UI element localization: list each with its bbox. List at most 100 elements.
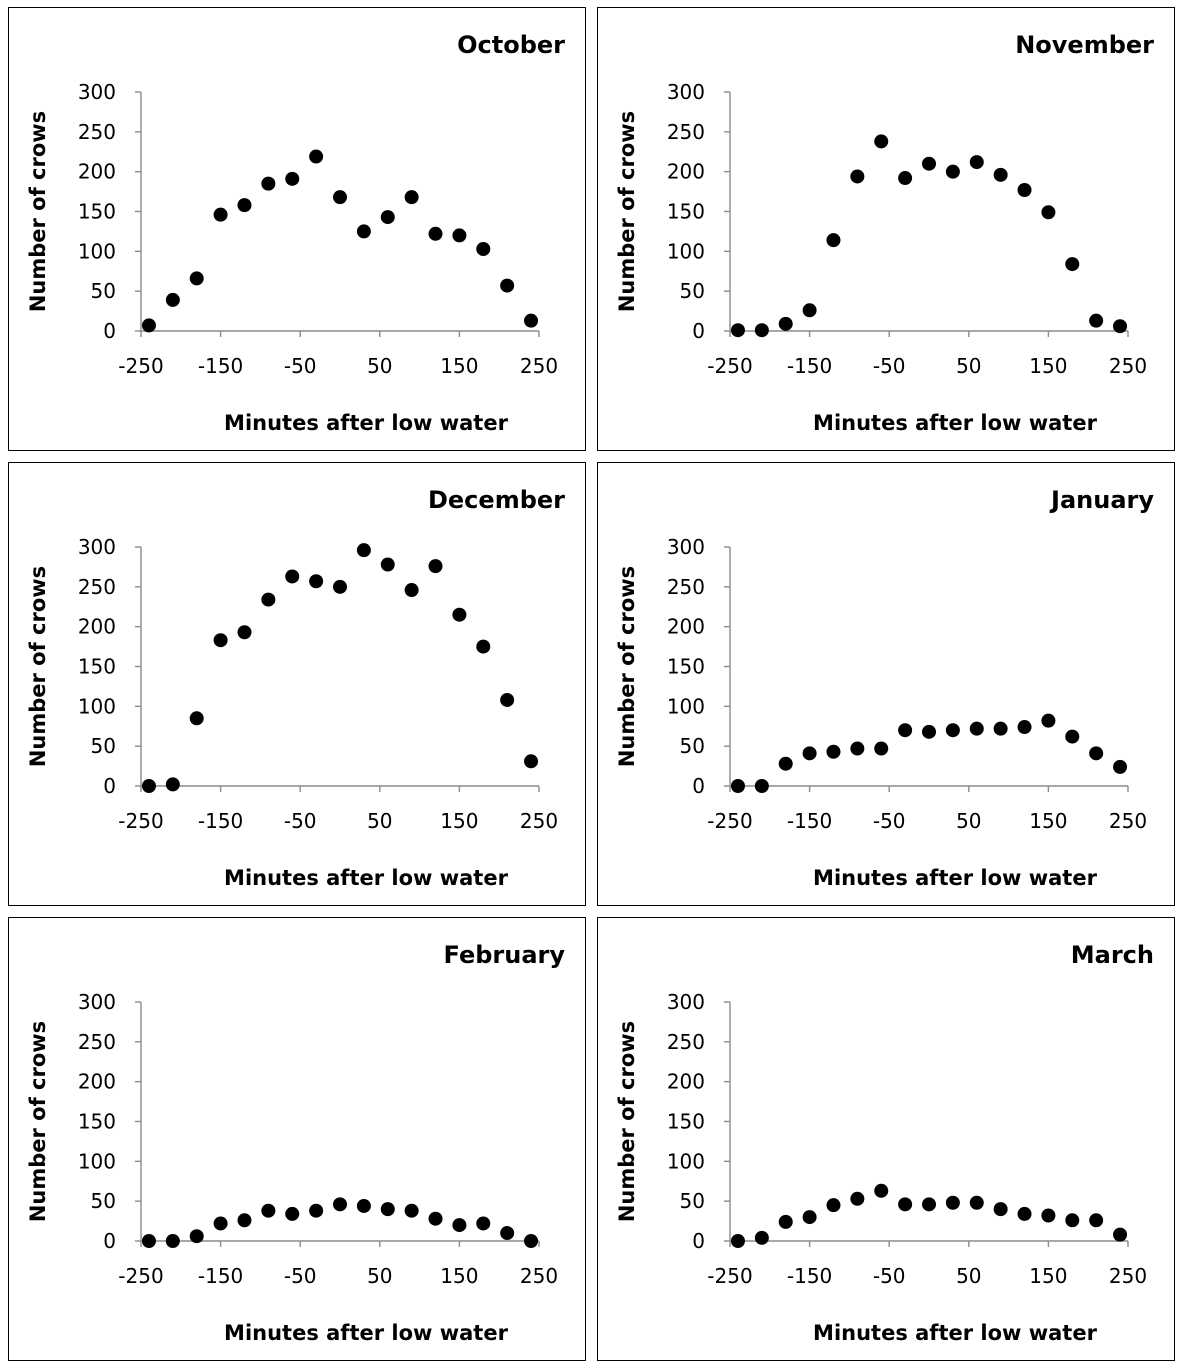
x-tick-label: 150: [1029, 809, 1067, 833]
y-tick-label: 250: [78, 120, 116, 144]
y-tick-label: 200: [78, 615, 116, 639]
chart-panel-march: March 0 50 100 150 200 250 300 -250 -150 -50 50 150 2…: [597, 917, 1175, 1361]
data-point: [476, 1216, 491, 1231]
data-point: [141, 318, 156, 333]
data-point: [778, 756, 793, 771]
x-tick-label: -50: [284, 354, 317, 378]
x-tick-label: 150: [1029, 354, 1067, 378]
x-tick-label: -250: [707, 354, 752, 378]
data-point: [380, 557, 395, 572]
data-point: [1065, 1213, 1080, 1228]
chart-panel-october: October 0 50 100 150 200 250 300 -250 -150 -50 50 15…: [8, 7, 586, 451]
data-point: [213, 1216, 228, 1231]
x-axis-label: Minutes after low water: [224, 411, 509, 435]
y-tick-label: 150: [78, 1110, 116, 1134]
data-point: [428, 1211, 443, 1226]
y-axis-label: Number of crows: [26, 566, 50, 767]
y-tick-label: 100: [78, 239, 116, 263]
data-point: [945, 164, 960, 179]
y-tick-label: 100: [667, 239, 705, 263]
y-axis-label: Number of crows: [26, 111, 50, 312]
data-point: [285, 569, 300, 584]
chart-title: March: [1071, 941, 1154, 969]
data-point: [476, 241, 491, 256]
chart-title: December: [428, 486, 565, 514]
data-point: [850, 1191, 865, 1206]
data-point: [1089, 746, 1104, 761]
y-tick-label: 50: [680, 279, 705, 303]
data-point: [898, 723, 913, 738]
y-tick-label: 300: [667, 80, 705, 104]
data-point: [213, 207, 228, 222]
x-tick-label: -250: [707, 1264, 752, 1288]
data-point: [309, 149, 324, 164]
data-point: [500, 1226, 515, 1241]
x-tick-label: 150: [440, 354, 478, 378]
data-point: [285, 171, 300, 186]
x-axis-label: Minutes after low water: [224, 1321, 509, 1345]
data-point: [826, 233, 841, 248]
data-point: [969, 721, 984, 736]
y-tick-label: 50: [91, 734, 116, 758]
data-point: [141, 1234, 156, 1248]
data-point: [1041, 205, 1056, 220]
x-tick-label: 50: [367, 1264, 392, 1288]
x-tick-label: 250: [1109, 809, 1147, 833]
data-point: [285, 1206, 300, 1221]
data-point: [778, 1214, 793, 1229]
y-tick-label: 200: [667, 1070, 705, 1094]
x-tick-label: -250: [118, 354, 163, 378]
x-tick-label: -150: [787, 354, 832, 378]
y-tick-label: 100: [78, 694, 116, 718]
scatter-plot: February 0 50 100 150 200 250 300 -250 -150 -50 50 1…: [26, 941, 566, 1345]
data-point: [993, 1202, 1008, 1217]
data-point: [141, 779, 156, 793]
data-point: [850, 741, 865, 756]
data-point: [380, 1202, 395, 1217]
data-point: [802, 1210, 817, 1225]
data-point: [874, 134, 889, 149]
y-tick-label: 250: [78, 575, 116, 599]
y-axis-label: Number of crows: [26, 1021, 50, 1222]
data-point: [309, 1203, 324, 1218]
data-point: [922, 156, 936, 171]
x-axis-label: Minutes after low water: [224, 866, 509, 890]
chart-title: November: [1015, 31, 1154, 59]
data-point: [754, 323, 769, 338]
data-point: [969, 155, 984, 170]
y-tick-label: 200: [78, 160, 116, 184]
data-point: [261, 176, 276, 191]
data-point: [754, 1230, 769, 1245]
x-axis-label: Minutes after low water: [813, 411, 1098, 435]
data-point: [380, 210, 395, 225]
data-point: [922, 724, 936, 739]
chart-title: February: [444, 941, 566, 969]
x-tick-label: -50: [284, 809, 317, 833]
y-tick-label: 0: [692, 1229, 705, 1253]
x-tick-label: -250: [118, 1264, 163, 1288]
data-point: [1017, 720, 1032, 735]
x-tick-label: -50: [284, 1264, 317, 1288]
chart-panel-february: February 0 50 100 150 200 250 300 -250 -150 -50 50 1…: [8, 917, 586, 1361]
y-tick-label: 50: [91, 279, 116, 303]
y-tick-label: 150: [667, 655, 705, 679]
x-tick-label: 150: [440, 809, 478, 833]
x-tick-label: -150: [198, 354, 243, 378]
y-tick-label: 250: [667, 575, 705, 599]
x-tick-label: 50: [367, 809, 392, 833]
y-tick-label: 50: [91, 1189, 116, 1213]
data-point: [524, 313, 539, 328]
data-point: [500, 692, 515, 707]
data-point: [404, 1203, 419, 1218]
data-point: [452, 228, 467, 243]
chart-panel-december: December 0 50 100 150 200 250 300 -250 -150 -50 50 1…: [8, 462, 586, 906]
y-tick-label: 50: [680, 1189, 705, 1213]
y-tick-label: 50: [680, 734, 705, 758]
x-axis-label: Minutes after low water: [813, 1321, 1098, 1345]
chart-panel-january: January 0 50 100 150 200 250 300 -250 -150 -50 50 15…: [597, 462, 1175, 906]
data-point: [237, 198, 252, 213]
data-point: [1113, 1227, 1128, 1242]
data-point: [237, 625, 252, 640]
x-tick-label: 250: [1109, 354, 1147, 378]
